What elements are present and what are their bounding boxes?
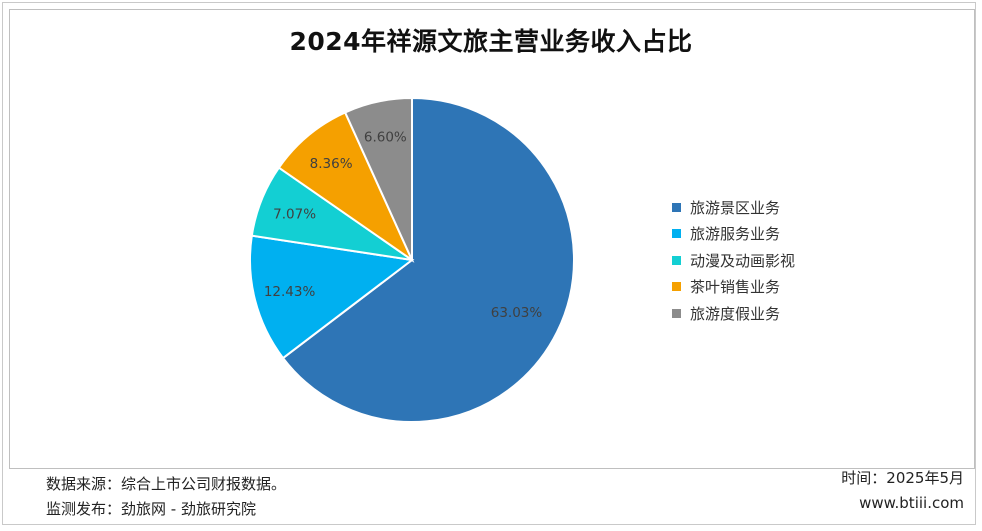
legend-label: 动漫及动画影视: [690, 251, 796, 270]
pie-slice-2: [249, 234, 415, 360]
legend-item-3: 动漫及动画影视: [672, 247, 795, 274]
footer-right: 时间：2025年5月 www.btiii.com: [841, 466, 964, 516]
legend-label: 茶叶销售业务: [690, 278, 781, 297]
legend-swatch: [672, 202, 681, 212]
outer-frame: [2, 2, 976, 525]
legend-label: 旅游度假业务: [690, 304, 781, 323]
pie-slice-4: [277, 111, 415, 263]
legend-item-5: 旅游度假业务: [672, 300, 795, 327]
pie-slice-5: [343, 96, 413, 261]
chart-legend: 旅游景区业务 旅游服务业务 动漫及动画影视 茶叶销售业务 旅游度假业务: [672, 194, 795, 327]
slice-value-label-2: 12.43%: [264, 284, 316, 300]
source-note: 数据来源：综合上市公司财报数据。: [46, 475, 287, 493]
website-link[interactable]: www.btiii.com: [859, 494, 964, 512]
legend-label: 旅游景区业务: [690, 198, 781, 217]
legend-swatch: [672, 255, 681, 265]
legend-item-2: 旅游服务业务: [672, 221, 795, 248]
legend-swatch: [672, 282, 681, 292]
slice-value-label-3: 7.07%: [273, 206, 316, 222]
legend-label: 旅游服务业务: [690, 225, 781, 244]
publisher-note: 监测发布：劲旅网 - 劲旅研究院: [46, 500, 256, 518]
legend-swatch: [672, 229, 681, 239]
slice-value-label-1: 63.03%: [491, 305, 543, 321]
legend-item-4: 茶叶销售业务: [672, 274, 795, 301]
footer-left: 数据来源：综合上市公司财报数据。 监测发布：劲旅网 - 劲旅研究院: [46, 472, 286, 522]
slice-value-label-4: 8.36%: [310, 156, 353, 172]
chart-title: 2024年祥源文旅主营业务收入占比: [289, 27, 693, 56]
publish-time: 时间：2025年5月: [841, 469, 964, 487]
legend-swatch: [672, 308, 681, 318]
legend-item-1: 旅游景区业务: [672, 194, 795, 221]
slice-value-label-5: 6.60%: [364, 129, 407, 145]
pie-slice-1: [281, 96, 575, 423]
